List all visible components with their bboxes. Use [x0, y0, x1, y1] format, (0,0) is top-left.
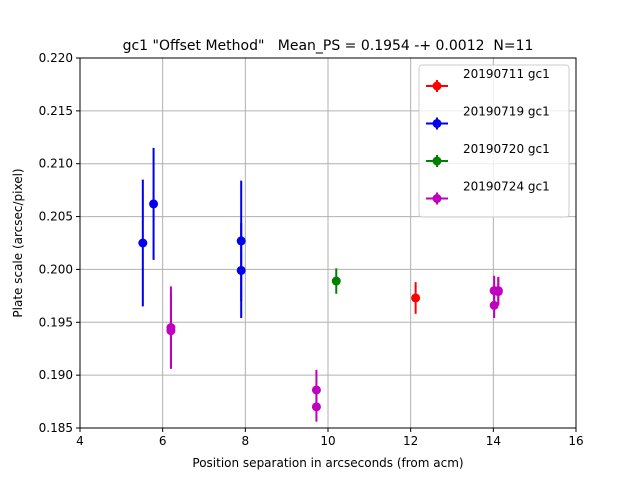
x-tick-label: 6 [159, 434, 167, 448]
y-tick-label: 0.215 [39, 104, 73, 118]
y-axis-label: Plate scale (arcsec/pixel) [11, 168, 25, 317]
data-point [236, 265, 246, 275]
chart-title: gc1 "Offset Method" Mean_PS = 0.1954 -+ … [123, 38, 534, 54]
legend-marker [432, 156, 442, 166]
legend-entry: 20190719 gc1 [426, 105, 550, 130]
legend-marker [432, 119, 442, 128]
data-point [331, 276, 341, 286]
legend-label: 20190720 gc1 [463, 142, 550, 156]
data-point [166, 326, 176, 336]
x-tick-label: 16 [568, 434, 583, 448]
y-tick-label: 0.195 [39, 315, 73, 329]
data-series [138, 147, 503, 422]
y-tick-label: 0.220 [39, 51, 73, 65]
y-tick-label: 0.205 [39, 210, 73, 224]
y-tick-label: 0.210 [39, 157, 73, 171]
data-point [149, 199, 159, 209]
legend-entry: 20190724 gc1 [426, 180, 550, 205]
x-tick-label: 12 [403, 434, 418, 448]
legend-label: 20190724 gc1 [463, 180, 550, 194]
x-axis-label: Position separation in arcseconds (from … [192, 456, 463, 470]
y-tick-label: 0.190 [39, 368, 73, 382]
data-point [489, 300, 499, 310]
legend-marker [432, 81, 442, 91]
x-tick-label: 14 [486, 434, 501, 448]
data-point [311, 385, 321, 395]
legend-entry: 20190711 gc1 [426, 67, 550, 92]
data-point [311, 402, 321, 412]
data-point [411, 293, 421, 303]
x-tick-label: 10 [320, 434, 335, 448]
series-4 [166, 275, 503, 422]
legend-entry: 20190720 gc1 [426, 142, 550, 167]
data-point [493, 287, 503, 297]
legend-marker [432, 194, 442, 203]
series-3 [331, 268, 341, 294]
legend-label: 20190711 gc1 [463, 67, 550, 81]
legend: 20190711 gc1 20190719 gc1 20190720 gc1 2019… [418, 64, 570, 218]
series-1 [411, 282, 421, 314]
x-tick-label: 4 [76, 434, 84, 448]
y-tick-label: 0.200 [39, 262, 73, 276]
y-axis-ticks: 0.185 0.190 0.195 0.200 0.205 0.210 0.215 0.220 [39, 51, 80, 435]
series-2 [138, 147, 246, 319]
x-axis-ticks: 4 6 8 10 12 14 16 [76, 428, 584, 448]
legend-box [418, 64, 570, 218]
x-tick-label: 8 [242, 434, 250, 448]
legend-label: 20190719 gc1 [463, 105, 550, 119]
y-tick-label: 0.185 [39, 421, 73, 435]
data-point [138, 238, 148, 248]
